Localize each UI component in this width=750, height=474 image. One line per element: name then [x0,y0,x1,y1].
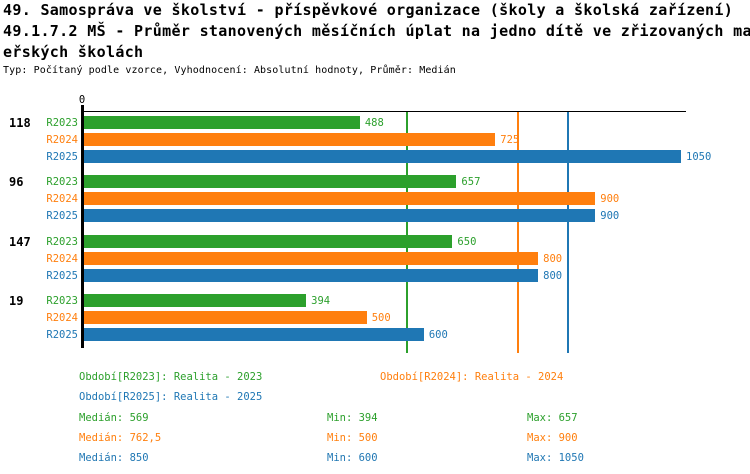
chart-subtitle: Typ: Počítaný podle vzorce, Vyhodnocení:… [3,65,456,76]
bar-r2023-group-147 [81,234,453,248]
bar-r2023-group-96 [81,175,457,189]
stat-median-r2023: Medián: 569 [79,412,149,424]
y-axis-line [81,105,84,348]
bar-r2025-group-96 [81,209,596,223]
bar-value-label: 800 [543,269,563,282]
series-row-label-r2023: R2023 [46,294,78,307]
page-title-line-3: eřských školách [3,43,144,61]
stat-min-r2024: Min: 500 [327,432,378,444]
page-title-line-2: 49.1.7.2 MŠ - Průměr stanovených měsíční… [3,22,750,40]
x-axis-top-line [81,111,686,113]
bar-value-label: 500 [371,311,391,324]
bar-value-label: 900 [600,193,620,206]
series-row-label-r2025: R2025 [46,269,78,282]
bar-r2024-group-19 [81,310,367,324]
bar-r2023-group-19 [81,293,307,307]
bar-value-label: 600 [428,328,448,341]
series-row-label-r2023: R2023 [46,117,78,129]
x-axis-zero-tick-label: 0 [78,94,86,106]
bar-value-label: 650 [457,235,477,248]
stat-max-r2023: Max: 657 [527,412,578,424]
legend-item-r2024: Období[R2024]: Realita - 2024 [380,371,564,383]
bar-value-label: 657 [461,176,481,189]
bar-value-label: 800 [543,252,563,265]
stat-median-r2024: Medián: 762,5 [79,432,162,444]
stat-max-r2025: Max: 1050 [527,452,584,464]
series-row-label-r2025: R2025 [46,210,78,223]
category-label-118: 118 [9,116,31,130]
legend-item-r2025: Období[R2025]: Realita - 2025 [79,391,263,403]
bar-r2024-group-147 [81,251,539,265]
bar-r2023-group-118 [81,116,360,129]
bar-r2025-group-118 [81,150,681,163]
page-title-line-1: 49. Samospráva ve školství - příspěvkové… [3,1,734,19]
bar-chart-area: 118 R2023 488 R2024 725 R2025 1050 96 R2023 657 R2… [9,94,712,353]
bar-value-label: 725 [500,134,520,146]
median-gridline-r2023 [406,111,409,353]
stat-max-r2024: Max: 900 [527,432,578,444]
category-label-19: 19 [9,293,24,308]
stat-min-r2025: Min: 600 [327,452,378,464]
bar-value-label: 1050 [686,151,712,163]
series-row-label-r2024: R2024 [46,193,78,206]
median-gridline-r2024 [516,111,519,353]
bar-value-label: 394 [311,294,331,307]
bar-r2025-group-147 [81,268,539,282]
category-label-147: 147 [9,234,31,249]
bar-r2025-group-19 [81,327,424,341]
series-row-label-r2023: R2023 [46,176,78,189]
stat-median-r2025: Medián: 850 [79,452,149,464]
category-label-96: 96 [9,175,24,190]
series-row-label-r2024: R2024 [46,134,78,146]
series-row-label-r2023: R2023 [46,235,78,248]
series-row-label-r2024: R2024 [46,252,78,265]
median-gridline-r2025 [566,111,569,353]
series-row-label-r2025: R2025 [46,328,78,341]
bar-r2024-group-96 [81,192,596,206]
stat-min-r2023: Min: 394 [327,412,378,424]
bar-value-label: 488 [364,117,384,129]
bar-value-label: 900 [600,210,620,223]
bar-r2024-group-118 [81,133,496,146]
series-row-label-r2024: R2024 [46,311,78,324]
legend-item-r2023: Období[R2023]: Realita - 2023 [79,371,263,383]
series-row-label-r2025: R2025 [46,151,78,163]
